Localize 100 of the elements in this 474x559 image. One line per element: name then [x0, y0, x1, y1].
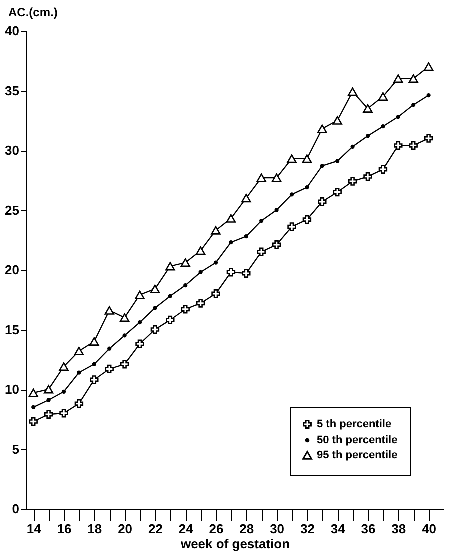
y-tick-label: 30 — [5, 143, 20, 158]
y-tick-label: 35 — [5, 83, 20, 98]
point — [90, 337, 100, 346]
point — [288, 222, 296, 232]
point — [272, 240, 282, 250]
point — [104, 306, 114, 315]
point — [363, 104, 373, 113]
legend-label: 95 th percentile — [317, 450, 398, 462]
point — [350, 144, 355, 149]
point — [260, 218, 264, 224]
point — [136, 340, 144, 348]
point — [333, 188, 342, 197]
point — [409, 141, 418, 150]
point — [214, 260, 218, 265]
point — [166, 316, 175, 325]
point — [29, 417, 38, 426]
point — [426, 93, 431, 98]
legend-label: 5 th percentile — [317, 418, 392, 430]
point — [394, 74, 404, 84]
point — [92, 362, 96, 366]
point — [302, 154, 312, 164]
y-tick-label: 10 — [5, 382, 20, 397]
point — [181, 305, 190, 314]
point — [242, 194, 252, 203]
point — [166, 262, 176, 271]
point — [28, 388, 38, 398]
point — [59, 362, 69, 372]
point — [381, 124, 386, 129]
point — [244, 234, 248, 239]
point — [274, 208, 279, 212]
point — [424, 134, 434, 143]
point — [226, 214, 236, 223]
point — [348, 177, 358, 186]
point — [394, 141, 403, 150]
x-tick-label: 30 — [270, 522, 285, 536]
point — [290, 192, 294, 197]
point — [180, 258, 190, 268]
x-tick-label: 24 — [178, 522, 194, 536]
point — [46, 398, 51, 402]
y-tick-label: 0 — [12, 502, 20, 516]
point — [184, 283, 188, 288]
point — [229, 240, 234, 245]
point — [105, 364, 114, 374]
point — [135, 290, 145, 300]
x-tick-label: 36 — [361, 522, 376, 536]
point — [408, 74, 418, 84]
point — [226, 268, 236, 277]
point — [318, 198, 327, 206]
y-axis-title: AC.(cm.) — [8, 6, 58, 20]
point — [74, 399, 84, 408]
point — [120, 314, 130, 322]
point — [412, 103, 416, 108]
point — [62, 390, 66, 394]
point — [122, 334, 127, 338]
point — [305, 185, 310, 190]
point — [242, 269, 251, 278]
point — [138, 320, 142, 325]
x-tick-label: 34 — [330, 522, 346, 536]
point — [196, 246, 206, 256]
x-tick-label: 20 — [118, 522, 133, 536]
point — [318, 124, 328, 134]
point — [256, 174, 266, 182]
point — [378, 165, 388, 174]
point — [272, 174, 282, 182]
point — [424, 62, 434, 72]
point — [320, 164, 324, 168]
point — [364, 172, 372, 182]
x-tick-label: 14 — [26, 522, 42, 536]
point — [32, 405, 36, 410]
point — [196, 299, 206, 308]
x-tick-label: 28 — [240, 522, 254, 536]
x-tick-label: 40 — [422, 522, 437, 536]
point — [150, 284, 160, 294]
point — [90, 376, 99, 384]
legend-label: 50 th percentile — [317, 434, 398, 446]
x-tick-label: 22 — [148, 522, 163, 536]
point — [120, 360, 130, 369]
point — [396, 114, 400, 120]
point — [150, 325, 160, 334]
x-tick-label: 26 — [209, 522, 224, 536]
point — [60, 409, 68, 418]
y-tick-label: 40 — [5, 24, 20, 38]
point — [366, 134, 370, 138]
point — [287, 154, 297, 164]
point — [74, 346, 84, 356]
y-tick-label: 20 — [5, 262, 20, 278]
point — [212, 290, 220, 298]
point — [168, 294, 172, 298]
x-tick-label: 32 — [300, 522, 315, 536]
point — [332, 116, 342, 125]
point — [211, 226, 221, 235]
x-tick-label: 16 — [57, 522, 72, 536]
point — [257, 248, 266, 256]
point — [302, 215, 312, 224]
y-tick-label: 15 — [5, 322, 20, 338]
y-tick-label: 25 — [5, 202, 20, 218]
point — [198, 270, 203, 274]
point — [153, 306, 158, 310]
x-tick-label: 38 — [392, 522, 406, 536]
point — [44, 410, 54, 419]
